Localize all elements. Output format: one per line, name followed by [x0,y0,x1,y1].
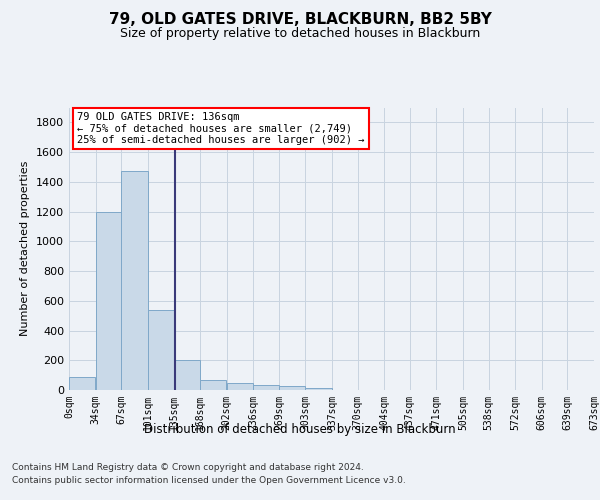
Text: Size of property relative to detached houses in Blackburn: Size of property relative to detached ho… [120,28,480,40]
Bar [200,380,226,390]
Text: Distribution of detached houses by size in Blackburn: Distribution of detached houses by size … [144,422,456,436]
Bar [305,388,332,390]
Text: 79 OLD GATES DRIVE: 136sqm
← 75% of detached houses are smaller (2,749)
25% of s: 79 OLD GATES DRIVE: 136sqm ← 75% of deta… [77,112,364,145]
Bar [227,384,253,390]
Text: 79, OLD GATES DRIVE, BLACKBURN, BB2 5BY: 79, OLD GATES DRIVE, BLACKBURN, BB2 5BY [109,12,491,28]
Text: Contains HM Land Registry data © Crown copyright and database right 2024.: Contains HM Land Registry data © Crown c… [12,462,364,471]
Bar [121,172,148,390]
Bar [95,212,121,390]
Bar [253,385,279,390]
Bar [279,386,305,390]
Bar [148,310,174,390]
Text: Contains public sector information licensed under the Open Government Licence v3: Contains public sector information licen… [12,476,406,485]
Bar [175,360,200,390]
Y-axis label: Number of detached properties: Number of detached properties [20,161,31,336]
Bar [69,376,95,390]
